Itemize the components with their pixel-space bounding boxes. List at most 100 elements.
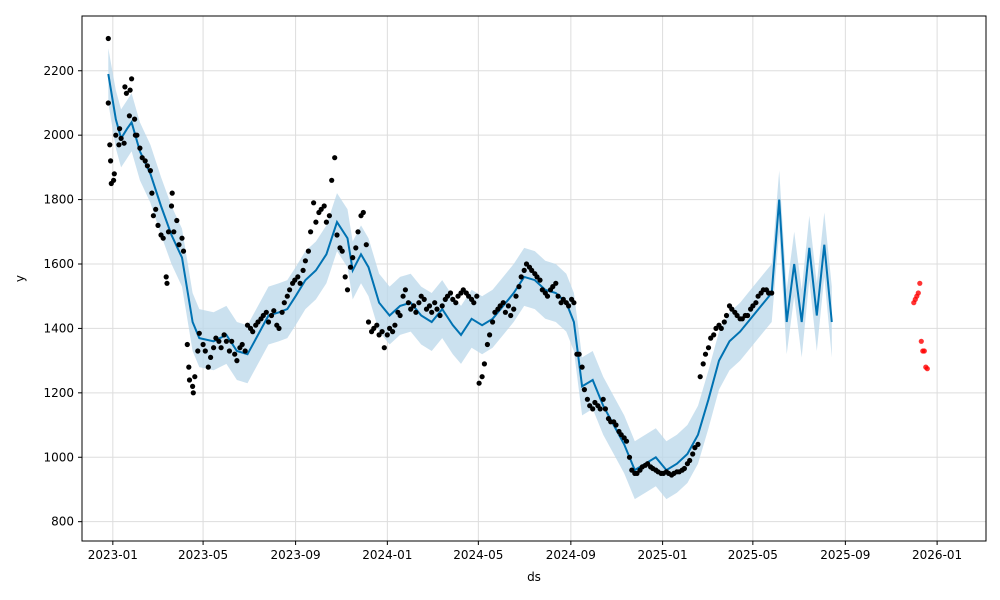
observed-point [321, 203, 327, 209]
forecast-line-path [107, 73, 833, 472]
observed-point [571, 300, 577, 306]
forecast-line [107, 73, 833, 472]
observed-point [122, 84, 128, 90]
observed-point [500, 300, 506, 306]
observed-point [332, 155, 338, 161]
x-axis-label: ds [527, 570, 541, 584]
observed-point [223, 338, 229, 344]
observed-point [511, 306, 517, 312]
observed-point [739, 316, 745, 322]
observed-point [279, 309, 285, 315]
observed-point [584, 396, 591, 402]
observed-point [226, 348, 232, 354]
observed-point [121, 140, 127, 146]
observed-point [374, 322, 380, 328]
observed-point [174, 217, 180, 224]
x-tick-label: 2025-09 [820, 548, 870, 562]
observed-point [381, 345, 387, 351]
observed-point [723, 312, 730, 319]
observed-point [721, 319, 727, 325]
observed-point [239, 341, 245, 348]
observed-point [692, 445, 698, 451]
x-axis-ticks: 2023-01 2023-05 2023-09 2024-01 2024-05 2024-… [88, 541, 962, 562]
observed-point [111, 171, 117, 177]
observed-point [281, 300, 287, 306]
observed-point [113, 132, 119, 138]
observed-point [702, 351, 709, 357]
observed-point [432, 300, 438, 306]
observed-point [405, 300, 411, 306]
observed-point [476, 380, 482, 386]
observed-point [221, 332, 227, 338]
observed-point [137, 145, 143, 151]
x-tick-label: 2025-01 [638, 548, 688, 562]
observed-point [484, 341, 490, 348]
observed-point [190, 390, 196, 396]
y-tick-label: 1800 [43, 193, 74, 207]
observed-point [313, 219, 319, 225]
observed-point [111, 177, 117, 183]
x-tick-label: 2025-05 [728, 548, 778, 562]
observed-point [544, 293, 551, 299]
y-axis-ticks: 800 1000 1200 1400 1600 1800 2000 2200 [43, 64, 82, 529]
observed-point [265, 319, 272, 325]
observed-point [753, 300, 759, 306]
observed-point [107, 142, 113, 148]
observed-point [144, 163, 150, 169]
observed-point [118, 135, 124, 141]
observed-point [392, 322, 398, 328]
test-point [918, 338, 924, 344]
test-point [917, 280, 923, 286]
y-tick-label: 1200 [43, 386, 74, 400]
observed-point [560, 296, 566, 302]
observed-point [271, 308, 277, 314]
observed-point [397, 312, 403, 319]
observed-point [190, 383, 196, 389]
observed-point [623, 438, 630, 444]
observed-point [200, 341, 206, 348]
observed-point [186, 364, 192, 370]
observed-point [105, 100, 111, 106]
uncertainty-band-area [108, 48, 832, 500]
observed-point [355, 229, 361, 235]
observed-point [232, 351, 238, 357]
observed-point [576, 351, 582, 357]
grid-lines [82, 16, 986, 541]
x-tick-label: 2023-01 [88, 548, 138, 562]
observed-point [276, 325, 282, 331]
observed-point [318, 206, 324, 212]
observed-point [123, 90, 129, 96]
observed-point [127, 87, 133, 93]
observed-point [508, 312, 514, 319]
observed-point [555, 293, 561, 299]
observed-point [474, 293, 480, 299]
observed-point [450, 296, 456, 302]
observed-point [126, 113, 132, 119]
observed-point [116, 142, 122, 148]
observed-point [171, 229, 177, 235]
observed-point [339, 248, 345, 254]
observed-point [134, 132, 140, 138]
observed-point [695, 441, 701, 447]
observed-point [176, 242, 182, 248]
observed-point [308, 229, 314, 235]
observed-point [344, 287, 351, 293]
observed-point [363, 242, 369, 248]
observed-point [192, 374, 198, 380]
observed-point [421, 296, 427, 302]
observed-point [711, 332, 717, 338]
observed-point [117, 126, 123, 132]
observed-point [690, 451, 696, 457]
observed-point [453, 300, 459, 306]
observed-point [439, 303, 445, 309]
observed-point [505, 303, 511, 309]
observed-point [165, 229, 172, 235]
observed-point [600, 396, 606, 402]
observed-point [297, 280, 303, 286]
observed-point [169, 190, 175, 196]
observed-point [284, 293, 290, 299]
observed-point [681, 465, 688, 472]
observed-point [390, 329, 396, 335]
observed-point [305, 248, 311, 254]
